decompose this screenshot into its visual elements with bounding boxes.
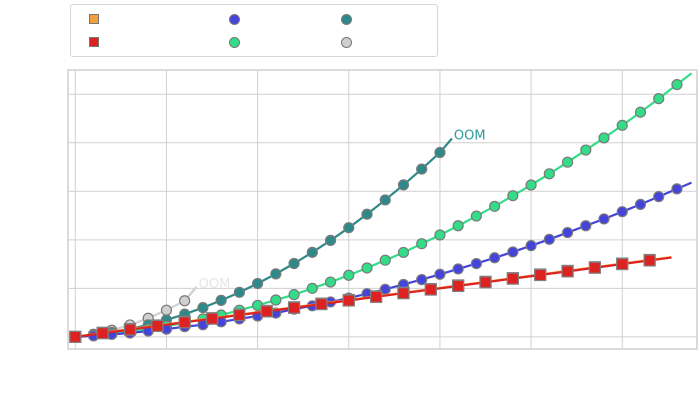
data-point — [452, 279, 465, 293]
data-point — [424, 283, 437, 296]
data-point — [233, 308, 246, 322]
data-point — [643, 254, 656, 267]
data-point — [397, 246, 410, 259]
data-point — [588, 261, 602, 274]
data-point — [179, 295, 191, 307]
data-point — [342, 294, 355, 307]
data-point — [306, 246, 318, 258]
legend-marker — [89, 37, 99, 47]
data-point — [178, 316, 191, 329]
data-point — [343, 269, 355, 281]
data-point — [315, 298, 328, 311]
data-point — [598, 132, 610, 144]
data-point — [205, 312, 219, 325]
data-point — [671, 78, 683, 91]
data-point — [260, 305, 273, 318]
data-point — [151, 319, 164, 333]
data-point — [543, 233, 555, 245]
legend-marker — [341, 37, 352, 48]
data-point — [598, 213, 610, 225]
plot-area — [67, 69, 698, 350]
data-point — [580, 144, 592, 156]
data-point — [379, 254, 391, 266]
data-point — [370, 290, 383, 303]
data-point — [507, 246, 519, 258]
data-point — [525, 179, 537, 191]
data-point — [580, 220, 592, 232]
data-point — [343, 222, 355, 234]
data-point — [233, 286, 245, 298]
oom-annotation: OOM — [454, 128, 486, 143]
data-point — [361, 208, 373, 220]
data-point — [479, 276, 492, 289]
data-point — [506, 272, 519, 285]
legend-marker — [89, 14, 99, 24]
data-point — [288, 289, 300, 301]
data-point — [561, 156, 574, 168]
data-point — [434, 146, 446, 159]
data-point — [653, 191, 665, 203]
data-point — [397, 287, 410, 300]
data-point — [416, 163, 428, 175]
data-point — [452, 220, 464, 232]
data-point — [96, 327, 109, 340]
data-point — [160, 304, 173, 316]
data-point — [543, 168, 555, 180]
data-point — [123, 323, 137, 336]
data-point — [287, 301, 301, 314]
legend-marker — [229, 37, 240, 48]
data-point — [507, 190, 519, 202]
data-point — [416, 238, 428, 250]
data-point — [379, 194, 391, 206]
legend — [70, 4, 438, 57]
data-point — [69, 330, 82, 343]
data-point — [215, 294, 227, 306]
data-point — [634, 106, 647, 118]
data-point — [434, 268, 446, 280]
data-point — [561, 226, 574, 239]
oom-annotation: OOM — [199, 277, 231, 292]
data-point — [616, 257, 629, 271]
data-point — [489, 252, 501, 264]
data-point — [361, 262, 373, 274]
data-point — [270, 268, 282, 280]
data-point — [197, 302, 209, 314]
data-point — [534, 268, 547, 282]
data-point — [270, 294, 282, 306]
data-point — [252, 277, 264, 290]
data-point — [616, 206, 628, 218]
legend-marker — [229, 14, 240, 25]
data-point — [324, 276, 337, 288]
data-point — [525, 240, 537, 252]
data-point — [616, 119, 628, 131]
data-point — [671, 183, 683, 195]
data-point — [416, 274, 428, 286]
data-point — [306, 282, 318, 294]
data-point — [470, 210, 482, 222]
data-point — [434, 229, 446, 241]
data-point — [561, 265, 574, 278]
data-point — [634, 198, 647, 211]
data-point — [324, 234, 337, 247]
data-point — [397, 179, 410, 191]
data-point — [489, 200, 501, 212]
data-point — [470, 258, 482, 270]
legend-marker — [341, 14, 352, 25]
data-point — [653, 93, 665, 105]
data-point — [452, 263, 464, 275]
data-point — [288, 257, 300, 270]
